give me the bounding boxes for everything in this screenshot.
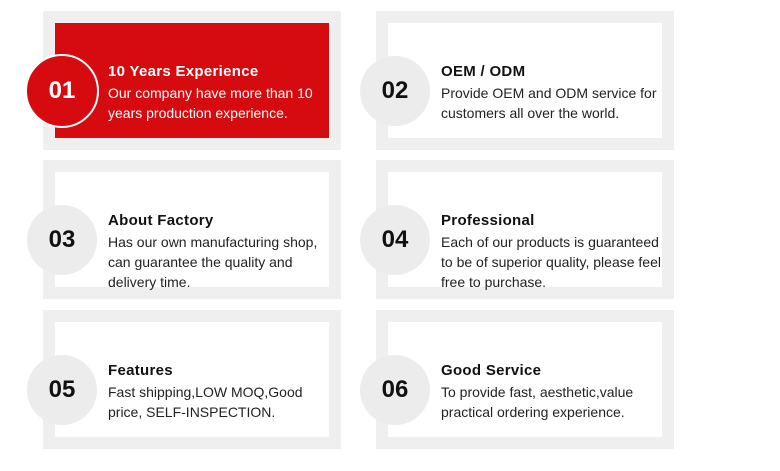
card-body: 03 About Factory Has our own manufacturi… — [27, 172, 329, 290]
number-badge: 04 — [360, 205, 430, 275]
feature-card: 06 Good Service To provide fast, aesthet… — [360, 310, 674, 449]
card-body: 01 10 Years Experience Our company have … — [25, 23, 329, 138]
number-badge: 03 — [27, 205, 97, 275]
feature-card: 04 Professional Each of our products is … — [360, 160, 674, 299]
card-description: Each of our products is guaranteed to be… — [441, 234, 661, 290]
card-body: 06 Good Service To provide fast, aesthet… — [360, 322, 662, 437]
card-text: Good Service To provide fast, aesthetic,… — [441, 362, 671, 422]
card-body: 04 Professional Each of our products is … — [360, 172, 662, 290]
card-description: Has our own manufacturing shop, can guar… — [108, 234, 318, 290]
card-body: 02 OEM / ODM Provide OEM and ODM service… — [360, 23, 662, 138]
number-badge: 06 — [360, 355, 430, 425]
card-title: Features — [108, 362, 173, 379]
card-title: 10 Years Experience — [108, 63, 259, 80]
feature-card: 05 Features Fast shipping,LOW MOQ,Good p… — [27, 310, 341, 449]
card-text: OEM / ODM Provide OEM and ODM service fo… — [441, 63, 671, 123]
feature-card: 03 About Factory Has our own manufacturi… — [27, 160, 341, 299]
feature-card: 02 OEM / ODM Provide OEM and ODM service… — [360, 11, 674, 150]
card-title: About Factory — [108, 212, 214, 229]
number-badge: 02 — [360, 56, 430, 126]
card-text: 10 Years Experience Our company have mor… — [108, 63, 338, 123]
card-text: About Factory Has our own manufacturing … — [108, 212, 338, 292]
number-badge: 01 — [25, 54, 99, 128]
card-description: Our company have more than 10 years prod… — [108, 85, 313, 121]
card-description: Fast shipping,LOW MOQ,Good price, SELF-I… — [108, 384, 303, 420]
card-title: Professional — [441, 212, 535, 229]
card-text: Professional Each of our products is gua… — [441, 212, 671, 292]
card-description: To provide fast, aesthetic,value practic… — [441, 384, 634, 420]
card-title: Good Service — [441, 362, 542, 379]
card-description: Provide OEM and ODM service for customer… — [441, 85, 657, 121]
feature-card: 01 10 Years Experience Our company have … — [25, 11, 341, 150]
card-text: Features Fast shipping,LOW MOQ,Good pric… — [108, 362, 338, 422]
card-title: OEM / ODM — [441, 63, 526, 80]
number-badge: 05 — [27, 355, 97, 425]
card-body: 05 Features Fast shipping,LOW MOQ,Good p… — [27, 322, 329, 437]
